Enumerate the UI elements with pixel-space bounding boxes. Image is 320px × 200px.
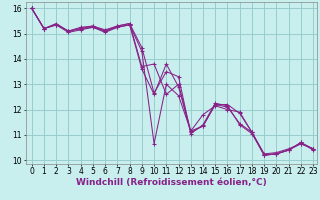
X-axis label: Windchill (Refroidissement éolien,°C): Windchill (Refroidissement éolien,°C) — [76, 178, 267, 187]
